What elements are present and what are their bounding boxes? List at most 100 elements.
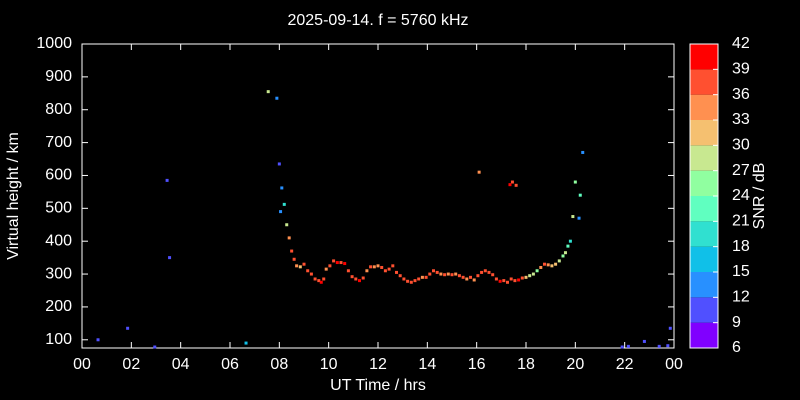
- point: [322, 277, 326, 281]
- point: [285, 223, 289, 227]
- chart-title: 2025-09-14. f = 5760 kHz: [287, 12, 468, 29]
- point: [620, 345, 624, 349]
- point: [361, 276, 365, 280]
- colorbar-tick-label: 24: [732, 187, 750, 204]
- point: [365, 269, 369, 273]
- point: [339, 261, 343, 265]
- point: [472, 278, 476, 282]
- point: [457, 274, 461, 278]
- point: [402, 277, 406, 281]
- point: [483, 269, 487, 273]
- point: [413, 279, 417, 283]
- point: [446, 272, 450, 276]
- point: [383, 269, 387, 273]
- point: [476, 274, 480, 278]
- colorbar-tick-label: 27: [732, 162, 750, 179]
- point: [244, 341, 248, 345]
- colorbar-label: SNR / dB: [751, 163, 768, 230]
- point: [346, 269, 350, 273]
- point: [494, 277, 498, 281]
- point: [657, 344, 661, 348]
- x-tick-label: 02: [122, 356, 140, 373]
- point: [563, 251, 567, 255]
- point: [465, 277, 469, 281]
- x-tick-label: 06: [221, 356, 239, 373]
- point: [513, 279, 517, 283]
- point: [279, 210, 283, 214]
- colorbar-tick-label: 18: [732, 238, 750, 255]
- colorbar-swatch: [690, 69, 718, 95]
- colorbar-tick-label: 30: [732, 137, 750, 154]
- point: [461, 275, 465, 279]
- x-tick-label: 16: [468, 356, 486, 373]
- point: [510, 180, 514, 184]
- point: [443, 273, 447, 277]
- point: [509, 277, 513, 281]
- point: [517, 278, 521, 282]
- point: [309, 272, 313, 276]
- y-tick-label: 400: [45, 232, 72, 249]
- x-tick-label: 00: [665, 356, 683, 373]
- y-tick-label: 600: [45, 167, 72, 184]
- colorbar-swatch: [690, 170, 718, 196]
- x-tick-label: 20: [566, 356, 584, 373]
- colorbar-tick-label: 33: [732, 111, 750, 128]
- point: [335, 261, 339, 265]
- colorbar-swatch: [690, 120, 718, 146]
- x-tick-label: 08: [270, 356, 288, 373]
- point: [469, 275, 472, 279]
- point: [439, 272, 443, 276]
- colorbar-swatch: [690, 272, 718, 298]
- point: [531, 272, 535, 276]
- point: [480, 270, 484, 274]
- point: [332, 259, 336, 263]
- point: [168, 256, 172, 260]
- point: [642, 339, 646, 343]
- point: [573, 180, 577, 184]
- point: [343, 262, 347, 266]
- colorbar-tick-label: 21: [732, 213, 750, 230]
- point: [520, 276, 524, 280]
- point: [126, 326, 130, 330]
- point: [577, 216, 581, 220]
- x-tick-label: 00: [73, 356, 91, 373]
- colorbar-swatch: [690, 94, 718, 120]
- colorbar-swatch: [690, 297, 718, 323]
- point: [571, 215, 575, 219]
- point: [514, 183, 518, 187]
- colorbar-tick-label: 12: [732, 289, 750, 306]
- point: [477, 170, 481, 174]
- x-axis-label: UT Time / hrs: [330, 377, 426, 394]
- x-tick-label: 22: [616, 356, 634, 373]
- x-tick-label: 14: [418, 356, 436, 373]
- point: [387, 267, 391, 271]
- y-axis-label: Virtual height / km: [5, 132, 22, 260]
- point: [581, 150, 585, 154]
- point: [319, 280, 323, 284]
- point: [435, 270, 439, 274]
- point: [165, 178, 169, 182]
- point: [398, 274, 402, 278]
- colorbar-tick-label: 36: [732, 86, 750, 103]
- colorbar-swatch: [690, 246, 718, 272]
- point: [96, 338, 100, 342]
- x-tick-label: 12: [369, 356, 387, 373]
- point: [566, 244, 570, 248]
- point: [487, 270, 491, 274]
- colorbar-swatch: [690, 322, 718, 348]
- point: [376, 264, 380, 268]
- point: [287, 236, 291, 240]
- point: [266, 90, 270, 94]
- point: [432, 269, 435, 273]
- point: [550, 264, 554, 268]
- x-tick-label: 10: [320, 356, 338, 373]
- point: [372, 265, 376, 269]
- point: [557, 259, 561, 263]
- y-tick-label: 900: [45, 68, 72, 85]
- point: [454, 272, 458, 276]
- colorbar-swatch: [690, 44, 718, 70]
- point: [358, 279, 361, 283]
- point: [295, 264, 299, 268]
- point: [409, 280, 413, 284]
- point: [508, 183, 512, 187]
